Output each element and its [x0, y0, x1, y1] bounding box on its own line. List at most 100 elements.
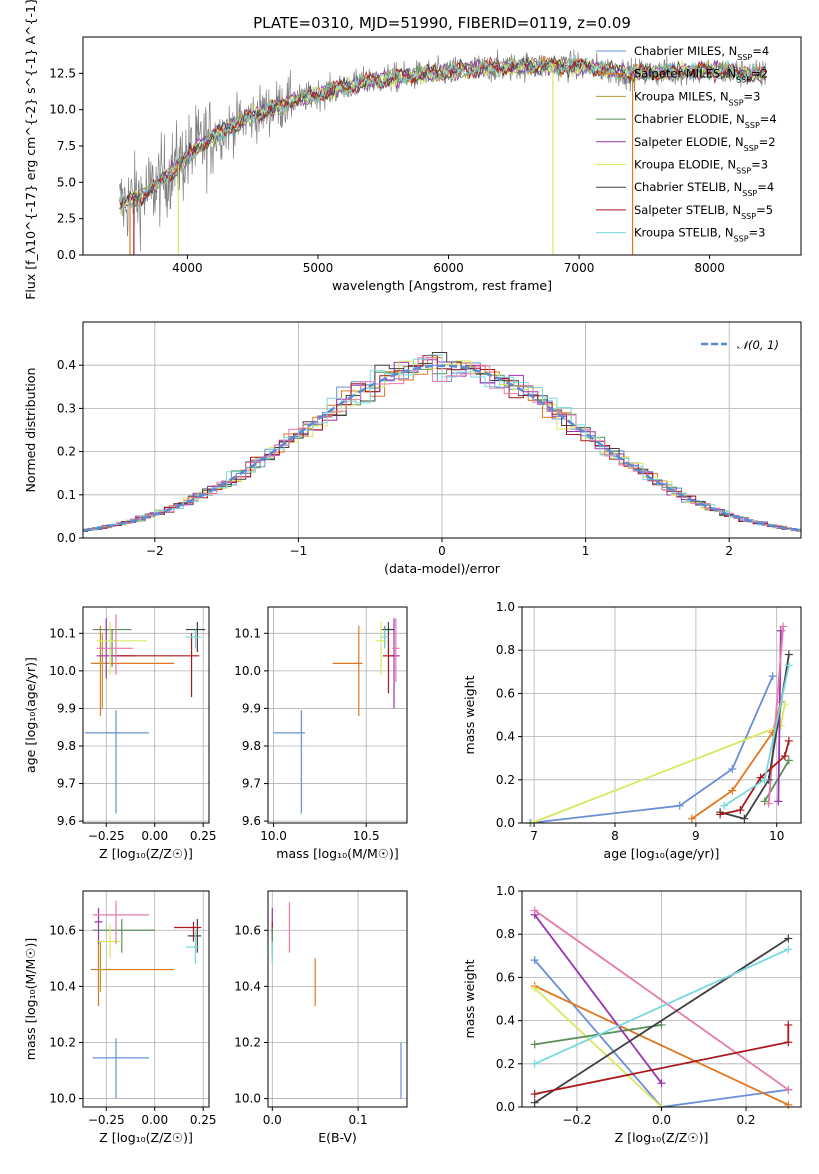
axes-frame — [521, 606, 802, 824]
age_vs_mass-axes: 10.0 10.5 9.6 9.7 9.8 9.9 10.0 10.1 mass [log₁₀(… — [234, 606, 408, 861]
y-axis-label: Normed distribution — [23, 368, 38, 493]
mass-weight-marker — [530, 906, 539, 915]
x-tick-label: 0.0 — [263, 1113, 282, 1127]
axes-frame — [82, 890, 210, 1108]
legend-label: Kroupa ELODIE, NSSP=3 — [634, 158, 768, 176]
mass-weight-marker — [784, 736, 793, 745]
y-tick-label: 0.2 — [496, 773, 515, 787]
model-spectrum-line — [119, 56, 767, 209]
age_vs_z-data — [84, 614, 206, 814]
legend-label: Kroupa MILES, NSSP=3 — [634, 89, 760, 107]
y-tick-label: 0.6 — [496, 686, 515, 700]
mass-weight-marker — [530, 1059, 539, 1068]
mass-weight-marker — [784, 1085, 793, 1094]
y-tick-label: 1.0 — [496, 600, 515, 614]
x-tick-label: −0.25 — [88, 1113, 125, 1127]
y-tick-label: 9.6 — [57, 814, 76, 828]
mass-weight-marker — [784, 945, 793, 954]
legend-label: Chabrier ELODIE, NSSP=4 — [634, 112, 777, 130]
y-tick-label: 12.5 — [49, 66, 76, 80]
mass-weight-marker — [784, 1100, 793, 1109]
x-tick-label: −1 — [290, 544, 308, 558]
y-tick-label: 0.4 — [496, 1014, 515, 1028]
y-tick-label: 5.0 — [57, 175, 76, 189]
x-tick-label: 7000 — [564, 261, 595, 275]
model-spectrum-line — [119, 54, 767, 209]
x-tick-label: 1 — [582, 544, 590, 558]
mass-weight-marker — [736, 806, 745, 815]
y-tick-label: 0.0 — [496, 816, 515, 830]
y-tick-label: 10.4 — [234, 979, 261, 993]
mass_vs_ebv-data — [271, 902, 402, 1099]
y-tick-label: 0.1 — [57, 488, 76, 502]
legend-label: Salpeter ELODIE, NSSP=2 — [634, 135, 776, 153]
mass-weight-line — [531, 704, 786, 824]
mass-weight-marker — [784, 756, 793, 765]
mass-weight-marker — [756, 773, 765, 782]
y-tick-label: 0.6 — [496, 970, 515, 984]
x-tick-label: 4000 — [172, 261, 203, 275]
x-axis-label: E(B-V) — [318, 1130, 357, 1145]
x-tick-label: 0.25 — [190, 1113, 217, 1127]
x-tick-label: 7 — [530, 829, 538, 843]
axes-frame — [267, 606, 408, 824]
mass-weight-marker — [764, 799, 773, 808]
mass-weight-line — [534, 985, 789, 1106]
x-axis-label: mass [log₁₀(M/M☉)] — [276, 846, 398, 861]
x-tick-label: 10 — [769, 829, 784, 843]
x-tick-label: −0.25 — [88, 829, 125, 843]
y-tick-label: 0.2 — [496, 1057, 515, 1071]
mass-weight-marker — [675, 801, 684, 810]
y-tick-label: 9.8 — [57, 739, 76, 753]
x-tick-label: 2 — [725, 544, 733, 558]
y-tick-label: 0.8 — [496, 927, 515, 941]
x-tick-label: 10.0 — [260, 829, 287, 843]
x-tick-label: 9 — [692, 829, 700, 843]
mass-weight-line — [767, 626, 785, 804]
mass_vs_z-axes: −0.25 0.00 0.25 10.0 10.2 10.4 10.6 Z [log₁₀(Z/… — [23, 890, 217, 1145]
mass-weight-marker — [768, 672, 777, 681]
mass-weight-marker — [784, 1020, 793, 1029]
age_vs_z-axes: −0.25 0.00 0.25 9.6 9.7 9.8 9.9 10.0 10.1 Z [log₁… — [23, 606, 217, 861]
model-spectrum-line — [119, 57, 767, 215]
x-tick-label: 0.00 — [141, 829, 168, 843]
x-tick-label: 0.2 — [736, 1113, 755, 1127]
mass-weight-marker — [760, 797, 769, 806]
mass-weight-marker — [530, 1098, 539, 1107]
y-tick-label: 9.7 — [57, 777, 76, 791]
y-tick-label: 10.2 — [49, 1035, 76, 1049]
spectrum-title: PLATE=0310, MJD=51990, FIBERID=0119, z=0… — [253, 14, 631, 32]
x-tick-label: 8000 — [694, 261, 725, 275]
mass-weight-marker — [784, 650, 793, 659]
y-tick-label: 10.1 — [234, 626, 261, 640]
y-tick-label: 10.0 — [234, 1092, 261, 1106]
x-axis-label: age [log₁₀(age/yr)] — [604, 846, 720, 861]
mass-weight-marker — [740, 814, 749, 823]
mass-weight-marker — [657, 1020, 666, 1029]
y-tick-label: 9.9 — [57, 701, 76, 715]
x-tick-label: 0.1 — [349, 1113, 368, 1127]
y-axis-label: mass weight — [462, 675, 477, 754]
x-tick-label: 8 — [611, 829, 619, 843]
y-tick-label: 10.0 — [49, 103, 76, 117]
x-axis-label: (data-model)/error — [384, 561, 501, 576]
spectrum-data — [119, 49, 767, 255]
x-axis-label: wavelength [Angstrom, rest frame] — [332, 278, 552, 293]
y-tick-label: 10.6 — [234, 923, 261, 937]
y-tick-label: 10.0 — [49, 664, 76, 678]
x-axis-label: Z [log₁₀(Z/Z☉)] — [99, 846, 193, 861]
legend-label: Chabrier STELIB, NSSP=4 — [634, 180, 774, 198]
x-axis-label: Z [log₁₀(Z/Z☉)] — [615, 1130, 709, 1145]
mass-weight-marker — [530, 984, 539, 993]
y-tick-label: 9.6 — [242, 814, 261, 828]
mass-weight-line — [534, 937, 789, 1104]
mass-weight-line — [534, 909, 789, 1091]
x-tick-label: 0.25 — [190, 829, 217, 843]
mass-weight-line — [691, 701, 782, 820]
y-tick-label: 1.0 — [496, 884, 515, 898]
y-tick-label: 9.8 — [242, 739, 261, 753]
mass-weight-marker — [784, 1038, 793, 1047]
mass-weight-marker — [780, 752, 789, 761]
spectrum-axes: 4000 5000 6000 7000 8000 0.0 2.5 5.0 7.5 10.0 12.5… — [23, 0, 802, 300]
